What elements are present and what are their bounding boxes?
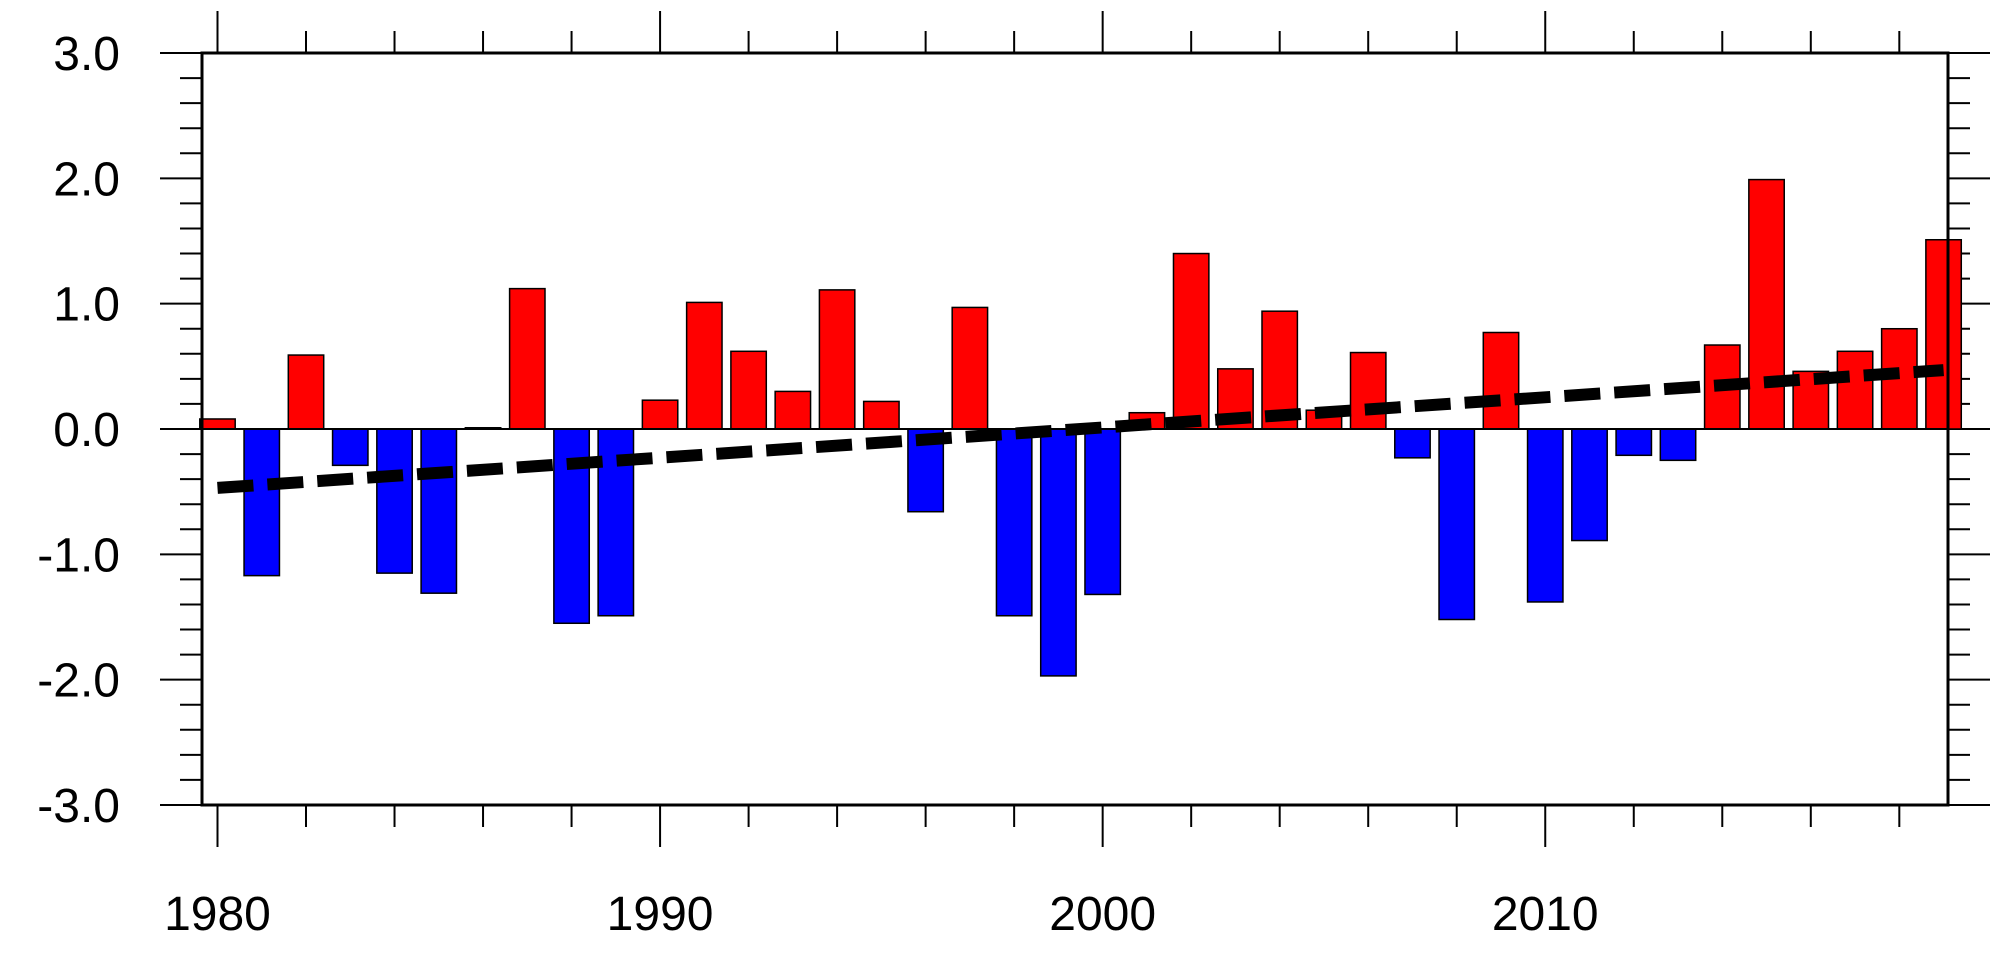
y-tick-label-3.0: 3.0 [53, 28, 120, 81]
x-tick-label-1990: 1990 [607, 888, 714, 941]
bar-2015 [1748, 178, 1785, 430]
bar-1991 [685, 301, 723, 430]
x-axis-labels: 1980 1990 2000 2010 [164, 888, 1599, 941]
bar-1980 [199, 418, 236, 430]
bar-2012 [1615, 428, 1653, 457]
y-tick-label-2.0: 2.0 [53, 153, 120, 206]
y-tick-label--1.0: -1.0 [37, 529, 120, 582]
bar-2013 [1659, 428, 1697, 462]
bar-1997 [951, 306, 989, 430]
bar-1987 [508, 287, 546, 430]
y-tick-label--2.0: -2.0 [37, 655, 120, 708]
bar-1998 [995, 428, 1033, 617]
bar-1992 [730, 350, 768, 430]
bar-2017 [1836, 350, 1874, 430]
y-tick-label-0.0: 0.0 [53, 404, 120, 457]
bar-1999 [1039, 428, 1077, 677]
bar-1984 [376, 428, 413, 574]
plot-frame [200, 51, 1950, 807]
bar-2009 [1482, 331, 1520, 430]
y-axis-labels: -3.0 -2.0 -1.0 0.0 1.0 2.0 3.0 [37, 28, 120, 833]
y-tick-label-1.0: 1.0 [53, 279, 120, 332]
bar-1995 [862, 400, 900, 430]
trend-line [217, 364, 1944, 494]
x-tick-label-2010: 2010 [1492, 888, 1599, 941]
bar-2002 [1172, 252, 1210, 430]
y-tick-label--3.0: -3.0 [37, 780, 120, 833]
bar-1993 [774, 390, 812, 430]
bar-1982 [287, 354, 325, 430]
bar-2006 [1349, 351, 1387, 430]
bar-1994 [818, 289, 856, 430]
bar-1985 [420, 428, 458, 594]
x-tick-label-2000: 2000 [1049, 888, 1156, 941]
bar-1981 [243, 428, 281, 577]
bar-2000 [1084, 428, 1122, 596]
bar-2008 [1438, 428, 1476, 621]
bar-1990 [641, 399, 679, 430]
x-tick-label-1980: 1980 [164, 888, 271, 941]
bar-1983 [331, 428, 369, 467]
bar-2007 [1394, 428, 1431, 459]
bar-2010 [1526, 428, 1564, 603]
bar-2011 [1571, 428, 1608, 542]
bar-2019 [1925, 238, 1963, 430]
